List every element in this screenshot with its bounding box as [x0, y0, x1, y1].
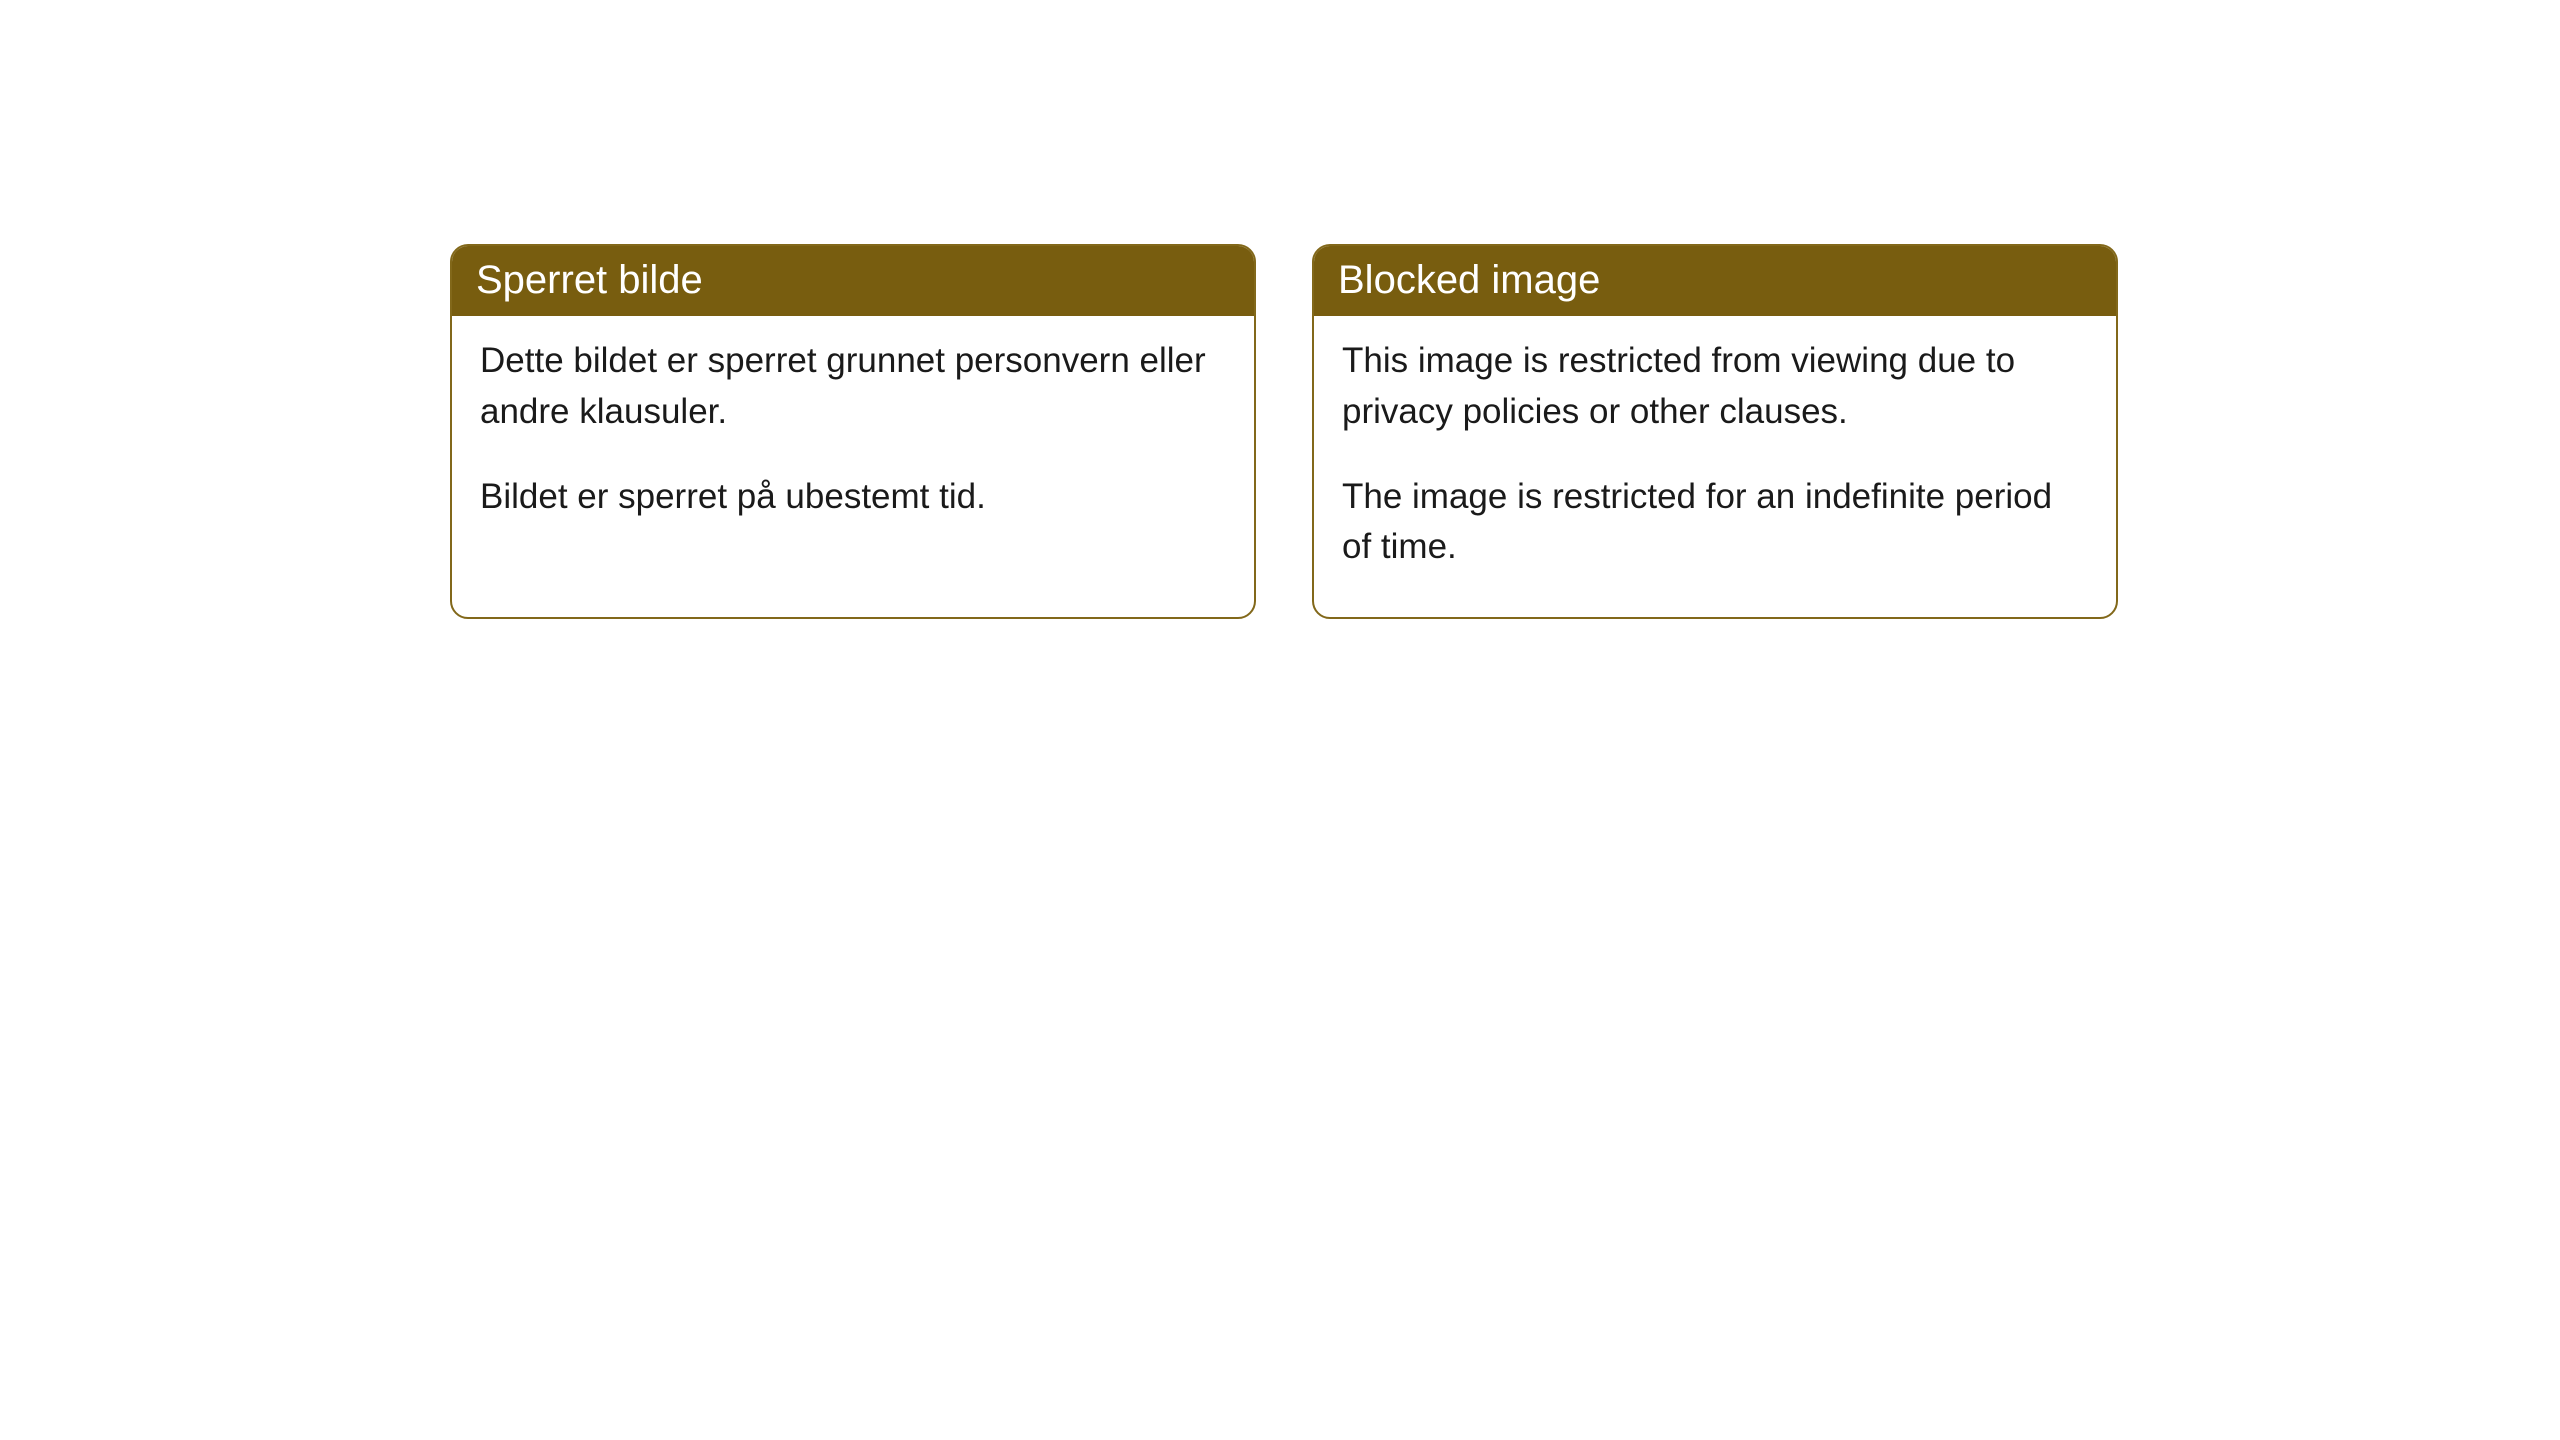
card-paragraph-1: Dette bildet er sperret grunnet personve… — [480, 336, 1226, 438]
card-body: Dette bildet er sperret grunnet personve… — [452, 316, 1254, 566]
card-paragraph-2: The image is restricted for an indefinit… — [1342, 472, 2088, 574]
card-paragraph-2: Bildet er sperret på ubestemt tid. — [480, 472, 1226, 523]
card-body: This image is restricted from viewing du… — [1314, 316, 2116, 617]
card-title: Sperret bilde — [452, 246, 1254, 316]
blocked-image-card-norwegian: Sperret bilde Dette bildet er sperret gr… — [450, 244, 1256, 619]
blocked-image-card-english: Blocked image This image is restricted f… — [1312, 244, 2118, 619]
cards-container: Sperret bilde Dette bildet er sperret gr… — [0, 0, 2560, 619]
card-paragraph-1: This image is restricted from viewing du… — [1342, 336, 2088, 438]
card-title: Blocked image — [1314, 246, 2116, 316]
